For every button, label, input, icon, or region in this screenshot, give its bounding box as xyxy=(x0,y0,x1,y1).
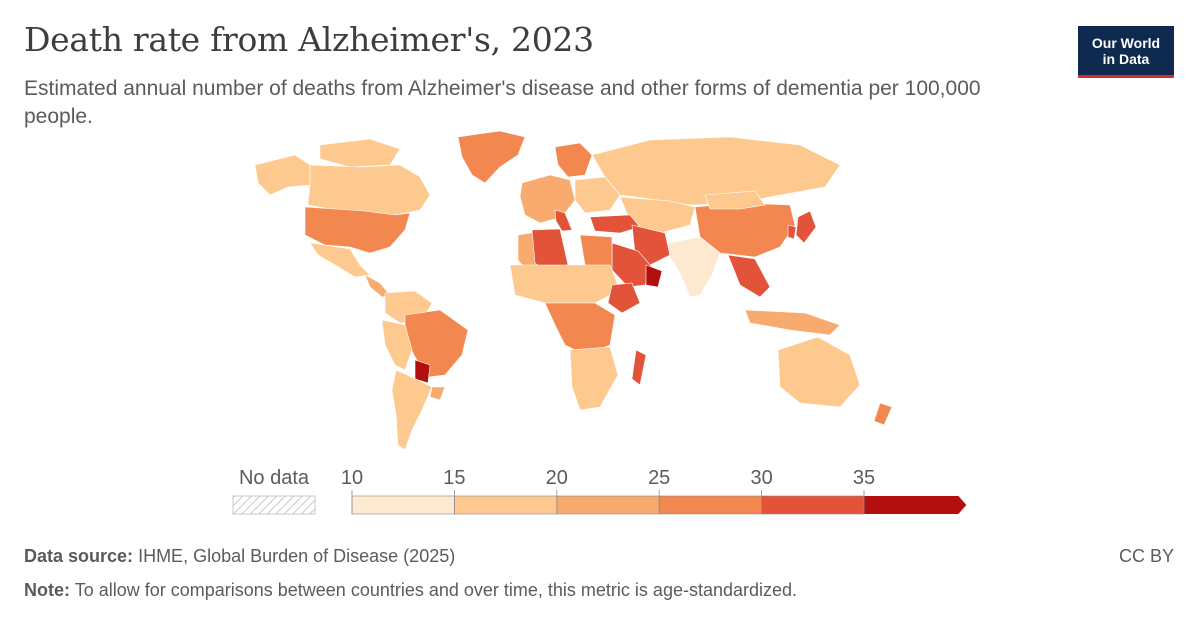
chart-subtitle: Estimated annual number of deaths from A… xyxy=(24,77,981,128)
region-peru-bolivia[interactable] xyxy=(381,319,413,371)
region-mongolia[interactable] xyxy=(704,190,766,210)
region-uruguay[interactable] xyxy=(429,386,446,401)
legend-tick-label: 25 xyxy=(648,467,670,489)
region-turkey[interactable] xyxy=(589,214,641,234)
region-brazil[interactable] xyxy=(404,309,469,378)
region-southeast-asia[interactable] xyxy=(727,254,771,298)
region-argentina[interactable] xyxy=(391,369,433,451)
region-sahel[interactable] xyxy=(509,264,621,304)
world-map xyxy=(254,130,893,451)
legend-bin[interactable] xyxy=(658,495,762,515)
region-oman[interactable] xyxy=(645,264,663,288)
region-united-states[interactable] xyxy=(304,206,411,254)
legend-tick-label: 10 xyxy=(341,467,363,489)
region-australia[interactable] xyxy=(777,336,861,408)
note-label: Note: xyxy=(24,580,70,600)
legend-no-data-swatch xyxy=(232,495,316,515)
region-canada-islands[interactable] xyxy=(319,138,401,168)
chart-title: Death rate from Alzheimer's, 2023 xyxy=(24,20,594,59)
region-russia[interactable] xyxy=(591,136,841,206)
region-indonesia[interactable] xyxy=(744,309,841,336)
region-italy[interactable] xyxy=(554,209,573,232)
legend-bin-open[interactable] xyxy=(864,496,967,514)
region-korea[interactable] xyxy=(787,224,797,240)
region-madagascar[interactable] xyxy=(631,349,647,386)
chart-note: Note: To allow for comparisons between c… xyxy=(24,580,797,601)
legend-bin[interactable] xyxy=(556,495,660,515)
region-alaska[interactable] xyxy=(254,154,311,196)
license-link[interactable]: CC BY xyxy=(1118,546,1174,566)
owid-logo[interactable]: Our World in Data xyxy=(1078,26,1174,78)
region-canada[interactable] xyxy=(307,164,431,216)
region-scandinavia[interactable] xyxy=(554,142,593,178)
legend-no-data-label: No data xyxy=(239,467,310,489)
legend-tick-label: 20 xyxy=(546,467,568,489)
legend-bin[interactable] xyxy=(761,495,865,515)
data-source-label: Data source: xyxy=(24,546,134,566)
region-new-zealand[interactable] xyxy=(873,402,893,426)
region-ethiopia[interactable] xyxy=(607,282,641,314)
logo-line-1: Our World xyxy=(1091,34,1161,51)
logo-line-2: in Data xyxy=(1102,50,1150,67)
region-western-europe[interactable] xyxy=(519,174,576,224)
region-paraguay[interactable] xyxy=(414,359,431,384)
region-japan[interactable] xyxy=(795,210,817,244)
note-text: To allow for comparisons between countri… xyxy=(74,580,798,600)
legend-bin[interactable] xyxy=(454,495,558,515)
data-source: Data source: IHME, Global Burden of Dise… xyxy=(24,546,455,567)
data-source-text[interactable]: IHME, Global Burden of Disease (2025) xyxy=(138,546,456,566)
region-greenland[interactable] xyxy=(457,130,526,184)
region-india[interactable] xyxy=(667,236,721,298)
legend-tick-label: 35 xyxy=(853,467,875,489)
region-southern-africa[interactable] xyxy=(569,346,619,411)
region-mexico[interactable] xyxy=(309,242,371,278)
legend-tick-label: 30 xyxy=(750,467,772,489)
legend-tick-label: 15 xyxy=(443,467,465,489)
legend-bin[interactable] xyxy=(351,495,455,515)
